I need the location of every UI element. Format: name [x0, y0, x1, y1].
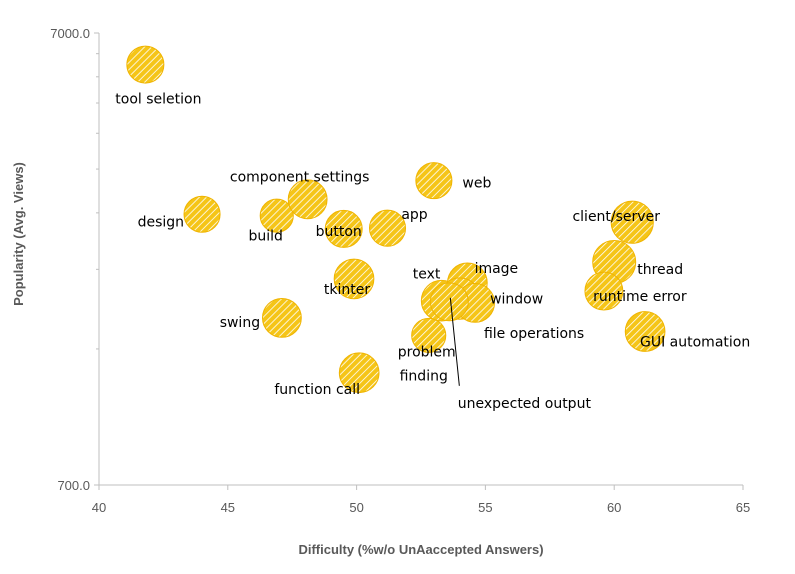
bubble-label: tkinter	[324, 282, 370, 298]
leader-line	[449, 297, 460, 386]
x-axis-title: Difficulty (%w/o UnAaccepted Answers)	[298, 542, 543, 557]
bubble-point	[411, 317, 447, 353]
bubble-point	[624, 311, 666, 352]
bubble-label: build	[249, 229, 283, 245]
bubble-point	[415, 162, 453, 200]
bubble-label: button	[316, 224, 362, 240]
y-tick-label: 700.0	[57, 478, 90, 493]
bubble-label: swing	[220, 315, 260, 331]
bubble-label: runtime error	[593, 289, 687, 305]
bubble-point	[126, 45, 165, 84]
bubble-label: tool seletion	[115, 92, 201, 108]
bubble-label: design	[138, 214, 184, 230]
x-tick-label: 65	[736, 500, 750, 515]
bubble-label: unexpected output	[458, 396, 592, 412]
x-tick-label: 40	[92, 500, 106, 515]
bubble-labels: tool seletion design build component settin…	[115, 92, 750, 412]
bubble-point	[333, 258, 375, 300]
bubble-point	[610, 200, 654, 244]
bubble-label: problem finding	[398, 344, 456, 384]
bubble-label: file operations	[484, 326, 584, 342]
bubble-point	[338, 352, 380, 394]
x-ticks: 40 45 50 55 60 65	[92, 485, 750, 515]
x-tick-label: 60	[607, 500, 621, 515]
bubble-point	[429, 282, 469, 322]
x-tick-label: 50	[349, 500, 363, 515]
bubble-label: window	[490, 292, 543, 308]
bubble-label: component settings	[230, 169, 369, 185]
bubble-point	[368, 209, 407, 247]
bubbles	[126, 45, 666, 394]
x-tick-label: 55	[478, 500, 492, 515]
bubble-point	[287, 179, 328, 220]
bubble-label: thread	[637, 262, 683, 278]
y-ticks: 7000.0 700.0	[50, 26, 99, 493]
y-tick-label: 7000.0	[50, 26, 90, 41]
x-tick-label: 45	[221, 500, 235, 515]
bubble-label: app	[401, 207, 427, 223]
bubble-point	[261, 297, 302, 338]
bubble-point	[259, 198, 294, 233]
bubble-point	[584, 271, 624, 311]
bubble-label: web	[462, 176, 491, 192]
axes	[98, 33, 743, 486]
bubble-label: function call	[274, 382, 360, 398]
bubble-point	[324, 209, 363, 248]
bubble-label: GUI automation	[640, 335, 750, 351]
y-axis-title: Popularity (Avg. Views)	[11, 162, 26, 306]
bubble-label: image	[475, 261, 519, 277]
bubble-label: client/server	[572, 209, 660, 225]
bubble-point	[183, 195, 221, 233]
bubble-label: text	[413, 267, 441, 283]
